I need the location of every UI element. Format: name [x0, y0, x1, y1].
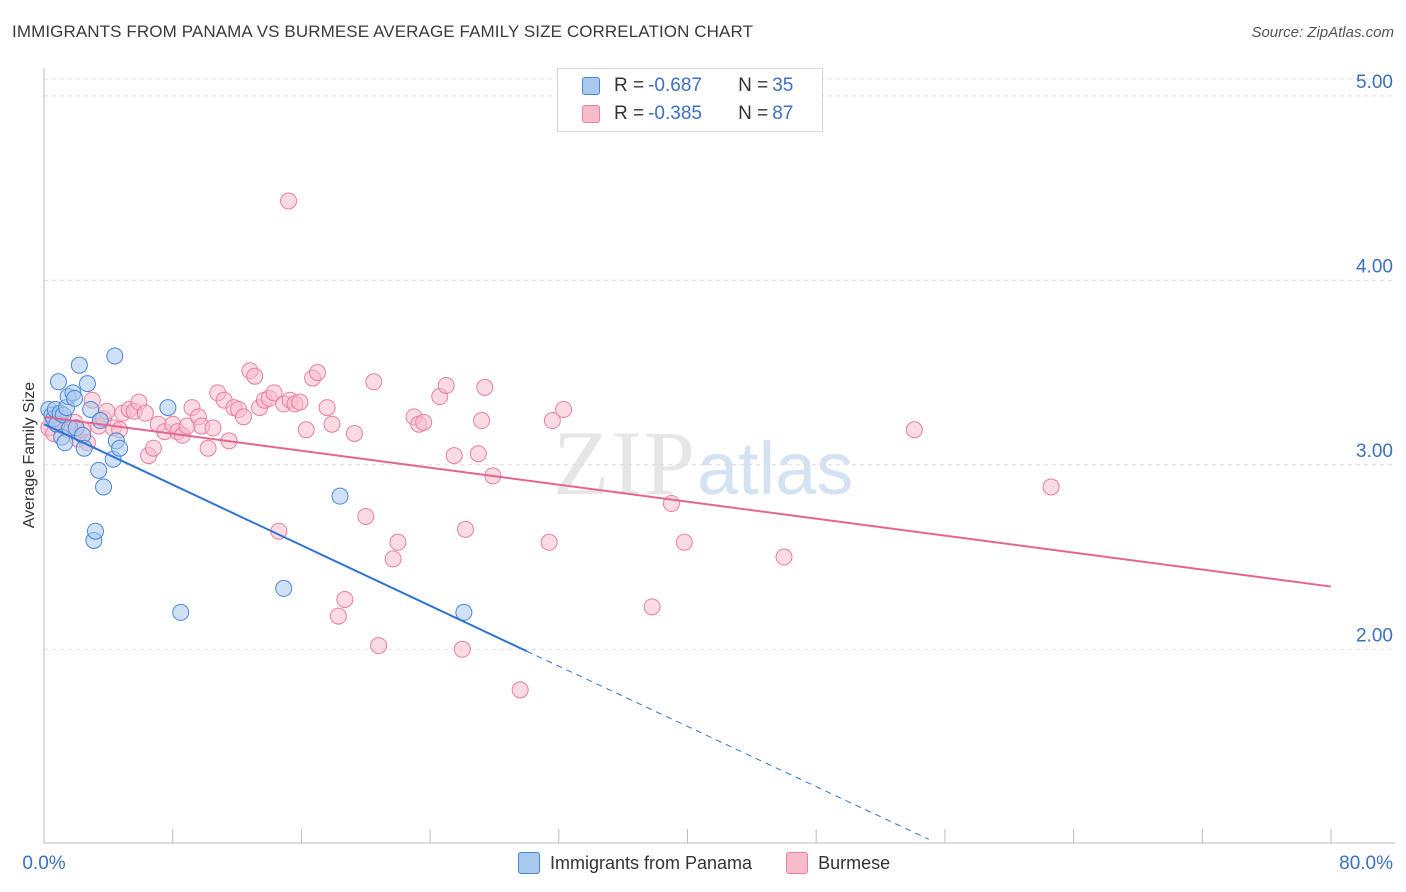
burmese-point [265, 384, 283, 402]
burmese-point [144, 439, 162, 457]
burmese-n-label: N = [738, 103, 769, 124]
burmese-point [389, 533, 407, 551]
tick-labels: 2.00 3.00 4.00 5.00 0.0% 80.0% [22, 72, 1393, 874]
burmese-point [540, 533, 558, 551]
panama-point [82, 400, 100, 418]
burmese-point [775, 548, 793, 566]
burmese-n-value: 87 [772, 103, 794, 124]
panama-point [159, 399, 177, 417]
panama-swatch [582, 77, 600, 95]
chart-title: IMMIGRANTS FROM PANAMA VS BURMESE AVERAG… [12, 22, 754, 41]
burmese-point [437, 376, 455, 394]
burmese-point [308, 364, 326, 382]
legend-row-burmese: R = -0.385 N = 87 [582, 101, 793, 127]
panama-point [331, 487, 349, 505]
burmese-point [453, 640, 471, 658]
burmese-point [1042, 478, 1060, 496]
burmese-point [234, 408, 252, 426]
panama-r-label: R = [614, 75, 645, 96]
legend-swatch-burmese [786, 852, 809, 874]
y-tick-label: 2.00 [1356, 625, 1393, 646]
x-tick-label: 0.0% [22, 853, 65, 874]
burmese-point [384, 550, 402, 568]
panama-point [455, 603, 473, 621]
burmese-r-label: R = [614, 103, 645, 124]
y-tick-label: 5.00 [1356, 72, 1393, 93]
burmese-point [323, 415, 341, 433]
burmese-point [365, 373, 383, 391]
panama-point [70, 356, 88, 374]
x-tick-label: 80.0% [1339, 853, 1393, 874]
burmese-point [204, 419, 222, 437]
panama-point [111, 439, 129, 457]
panama-trend-extension [526, 650, 930, 840]
trend-lines [43, 415, 1332, 840]
burmese-point [291, 393, 309, 411]
legend-item-panama: Immigrants from Panama [518, 852, 752, 874]
burmese-point [345, 424, 363, 442]
watermark-atlas: atlas [697, 427, 854, 510]
burmese-point [643, 598, 661, 616]
panama-trend-line [43, 423, 528, 653]
burmese-swatch [582, 105, 600, 123]
burmese-point [905, 421, 923, 439]
burmese-point [456, 520, 474, 538]
burmese-point [469, 445, 487, 463]
burmese-point [329, 607, 347, 625]
panama-point [275, 579, 293, 597]
burmese-point [336, 590, 354, 608]
legend-item-burmese: Burmese [786, 852, 890, 874]
panama-point [66, 389, 84, 407]
series-legend: Immigrants from Panama Burmese [518, 852, 924, 874]
panama-point [49, 373, 67, 391]
legend-label-panama: Immigrants from Panama [550, 852, 753, 873]
burmese-point [445, 447, 463, 465]
burmese-point [318, 399, 336, 417]
y-axis-title: Average Family Size [21, 382, 38, 529]
burmese-point [136, 404, 154, 422]
panama-point [91, 412, 109, 430]
legend-swatch-panama [518, 852, 540, 874]
burmese-points [40, 192, 1060, 699]
burmese-point [370, 637, 388, 655]
y-tick-label: 4.00 [1356, 256, 1393, 277]
panama-point [86, 522, 104, 540]
legend-row-panama: R = -0.687 N = 35 [582, 73, 793, 99]
panama-point [172, 603, 190, 621]
panama-r-value: -0.687 [648, 75, 702, 96]
legend-label-burmese: Burmese [818, 852, 891, 873]
panama-n-label: N = [738, 75, 769, 96]
burmese-point [357, 507, 375, 525]
axes [43, 68, 1395, 844]
panama-n-value: 35 [772, 75, 794, 96]
panama-point [106, 347, 124, 365]
burmese-trend-line [43, 415, 1332, 588]
burmese-point [543, 412, 561, 430]
burmese-point [675, 533, 693, 551]
burmese-point [555, 400, 573, 418]
panama-point [90, 461, 108, 479]
burmese-point [415, 413, 433, 431]
y-tick-label: 3.00 [1356, 441, 1393, 462]
burmese-point [473, 412, 491, 430]
stats-legend: R = -0.687 N = 35 R = -0.385 N = 87 [557, 68, 823, 132]
burmese-point [246, 367, 264, 385]
source-label: Source: ZipAtlas.com [1251, 24, 1394, 41]
burmese-point [476, 378, 494, 396]
burmese-point [511, 681, 529, 699]
burmese-point [297, 421, 315, 439]
panama-points [40, 347, 473, 621]
burmese-point [199, 439, 217, 457]
panama-point [78, 375, 96, 393]
burmese-point [280, 192, 298, 210]
burmese-r-value: -0.385 [648, 103, 702, 124]
panama-point [95, 478, 113, 496]
